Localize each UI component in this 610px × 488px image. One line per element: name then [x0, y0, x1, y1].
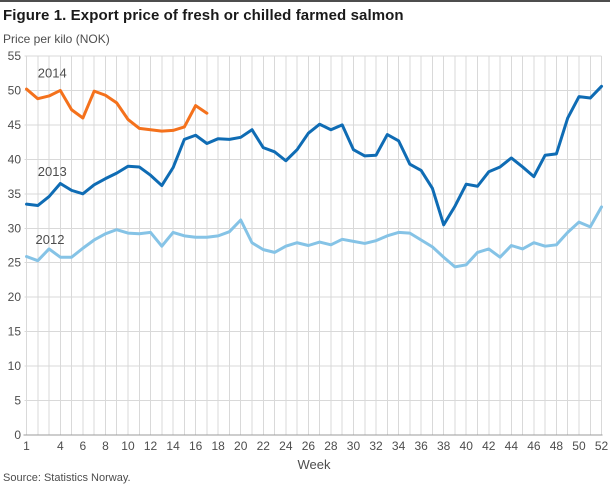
x-tick-labels: 1 4 6 8 10 12 14 16 18 20 22 24 26 28 30 32 34 36 38 40 42 44…: [23, 439, 608, 453]
svg-text:38: 38: [437, 439, 451, 453]
svg-text:30: 30: [8, 221, 22, 235]
x-axis-title: Week: [297, 457, 331, 472]
svg-text:4: 4: [57, 439, 64, 453]
svg-text:10: 10: [8, 359, 22, 373]
svg-text:32: 32: [369, 439, 383, 453]
svg-text:5: 5: [14, 394, 21, 408]
svg-text:1: 1: [23, 439, 30, 453]
svg-text:15: 15: [8, 325, 22, 339]
svg-text:45: 45: [8, 118, 22, 132]
svg-text:12: 12: [144, 439, 158, 453]
svg-text:44: 44: [505, 439, 519, 453]
y-axis-title: Price per kilo (NOK): [3, 32, 110, 46]
svg-text:48: 48: [550, 439, 564, 453]
svg-text:20: 20: [8, 290, 22, 304]
svg-text:42: 42: [482, 439, 496, 453]
svg-text:55: 55: [8, 49, 22, 63]
svg-text:34: 34: [392, 439, 406, 453]
svg-text:50: 50: [8, 83, 22, 97]
svg-text:8: 8: [102, 439, 109, 453]
y-tick-labels: 0 5 10 15 20 25 30 35 40 45 50 55: [8, 49, 22, 442]
series-label-2012: 2012: [36, 232, 65, 247]
source-note: Source: Statistics Norway.: [3, 472, 131, 484]
series-line-2013: [25, 84, 604, 227]
series-line-2014: [25, 87, 209, 133]
svg-text:22: 22: [257, 439, 271, 453]
svg-text:26: 26: [302, 439, 316, 453]
svg-text:52: 52: [595, 439, 609, 453]
svg-text:50: 50: [572, 439, 586, 453]
figure-title: Figure 1. Export price of fresh or chill…: [3, 7, 404, 24]
svg-text:40: 40: [460, 439, 474, 453]
svg-text:36: 36: [414, 439, 428, 453]
series-label-2014: 2014: [38, 65, 67, 80]
svg-text:10: 10: [121, 439, 135, 453]
svg-text:25: 25: [8, 256, 22, 270]
svg-text:24: 24: [279, 439, 293, 453]
svg-text:18: 18: [211, 439, 225, 453]
svg-text:20: 20: [234, 439, 248, 453]
svg-text:16: 16: [189, 439, 203, 453]
series-line-2012: [25, 205, 604, 269]
svg-text:30: 30: [347, 439, 361, 453]
svg-text:35: 35: [8, 187, 22, 201]
svg-text:6: 6: [80, 439, 87, 453]
svg-text:0: 0: [14, 428, 21, 442]
series-label-2013: 2013: [38, 164, 67, 179]
svg-text:28: 28: [324, 439, 338, 453]
svg-text:46: 46: [527, 439, 541, 453]
svg-text:14: 14: [166, 439, 180, 453]
top-divider-rule: [0, 0, 610, 2]
svg-text:40: 40: [8, 152, 22, 166]
